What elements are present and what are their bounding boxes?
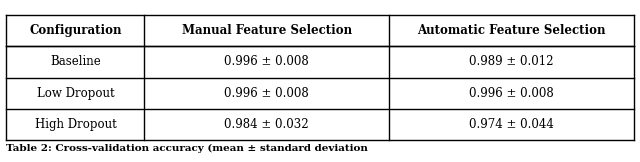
Text: Table 2: Cross-validation accuracy (mean ± standard deviation: Table 2: Cross-validation accuracy (mean…: [6, 144, 368, 153]
Text: 0.996 ± 0.008: 0.996 ± 0.008: [469, 87, 554, 100]
Text: 0.989 ± 0.012: 0.989 ± 0.012: [469, 55, 554, 68]
Text: Low Dropout: Low Dropout: [36, 87, 114, 100]
Text: Baseline: Baseline: [50, 55, 100, 68]
Text: Manual Feature Selection: Manual Feature Selection: [182, 24, 352, 37]
Text: High Dropout: High Dropout: [35, 118, 116, 131]
Text: Automatic Feature Selection: Automatic Feature Selection: [417, 24, 605, 37]
Text: 0.984 ± 0.032: 0.984 ± 0.032: [225, 118, 309, 131]
Text: Configuration: Configuration: [29, 24, 122, 37]
Text: 0.974 ± 0.044: 0.974 ± 0.044: [469, 118, 554, 131]
Text: 0.996 ± 0.008: 0.996 ± 0.008: [224, 55, 309, 68]
Text: 0.996 ± 0.008: 0.996 ± 0.008: [224, 87, 309, 100]
